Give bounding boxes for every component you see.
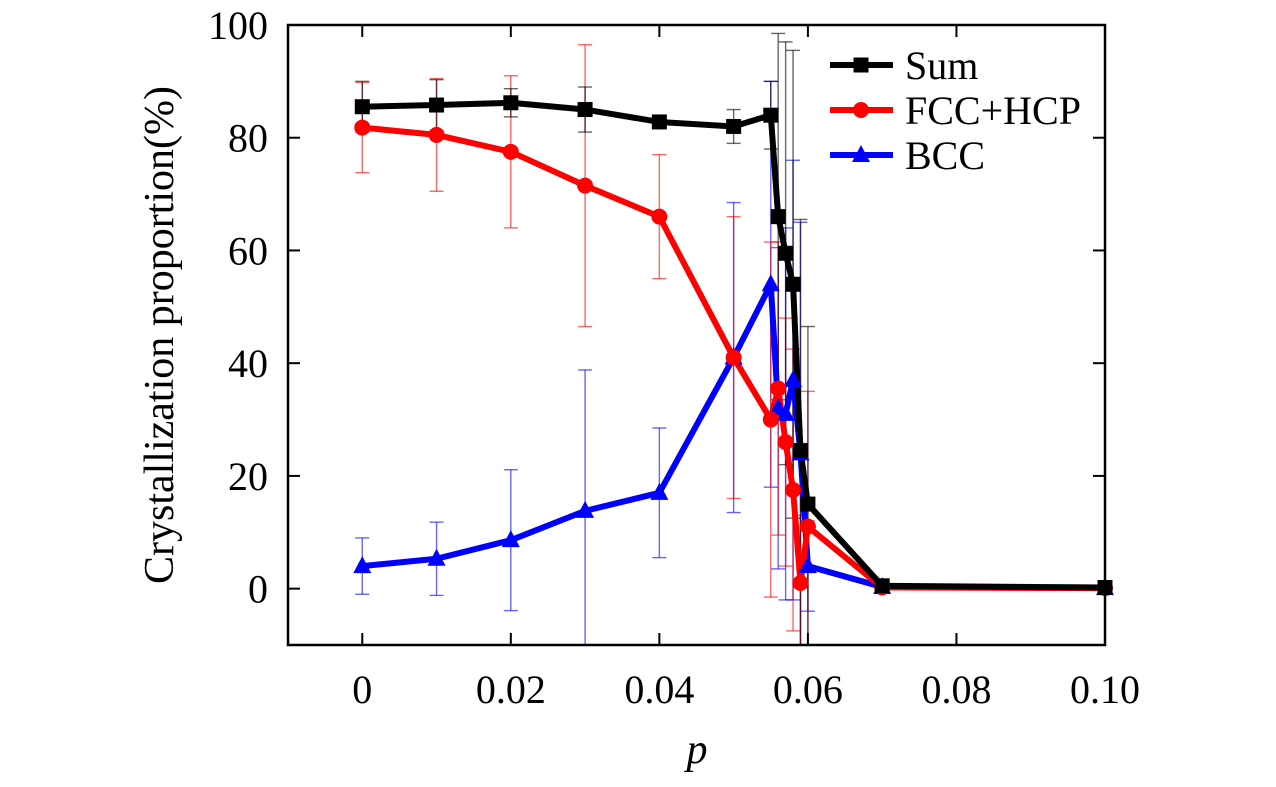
x-tick-label: 0.06 xyxy=(773,667,843,712)
sum-point xyxy=(429,97,445,113)
bcc-point xyxy=(798,556,817,574)
sum-point xyxy=(874,578,890,594)
sum-line xyxy=(359,99,1108,591)
fcc-hcp-point xyxy=(354,119,371,136)
legend-fcc-hcp-marker xyxy=(853,102,869,118)
sum-point xyxy=(577,102,593,118)
legend-sum-marker xyxy=(853,57,869,73)
x-tick-label: 0.10 xyxy=(1070,667,1140,712)
axis-ticks-layer xyxy=(288,24,1106,645)
sum-point xyxy=(763,107,779,123)
y-tick-label: 60 xyxy=(228,228,268,273)
bcc-point xyxy=(784,370,803,388)
legend-sum-label: Sum xyxy=(905,43,978,88)
y-tick-label: 100 xyxy=(208,3,268,48)
x-tick-label: 0.08 xyxy=(921,667,991,712)
fcc-hcp-point xyxy=(725,349,742,366)
x-axis-label: p xyxy=(684,727,708,773)
y-axis-label: Crystallization proportion(%) xyxy=(137,86,183,584)
fcc-hcp-point xyxy=(799,518,816,535)
fcc-hcp-line xyxy=(359,124,1108,592)
x-tick-label: 0 xyxy=(352,667,372,712)
bcc-point xyxy=(761,274,780,292)
bcc-point xyxy=(501,530,520,548)
fcc-hcp-point xyxy=(792,575,809,591)
fcc-hcp-point xyxy=(770,380,787,397)
bcc-point xyxy=(353,556,372,574)
sum-point xyxy=(770,209,786,225)
series-markers-layer xyxy=(353,95,1114,597)
fcc-hcp-point xyxy=(777,434,794,451)
fcc-hcp-point xyxy=(651,208,668,225)
fcc-hcp-point xyxy=(785,482,802,498)
sum-point xyxy=(354,99,370,115)
bcc-point xyxy=(776,403,795,421)
y-tick-label: 80 xyxy=(228,116,268,161)
sum-point xyxy=(726,118,742,134)
sum-point xyxy=(792,443,808,459)
legend-bcc-label: BCC xyxy=(905,133,985,178)
legend-fcc-hcp-label: FCC+HCP xyxy=(905,88,1081,133)
plot-frame xyxy=(286,23,1107,647)
sum-point xyxy=(503,95,519,111)
y-tick-label: 0 xyxy=(248,567,268,612)
fcc-hcp-point xyxy=(762,411,779,428)
tick-labels-layer: 0 0.02 0.04 0.06 0.08 0.10 0 20 40 60 80 100 xyxy=(208,3,1140,712)
y-tick-label: 20 xyxy=(228,454,268,499)
sum-point xyxy=(800,496,816,512)
fcc-hcp-point xyxy=(428,126,445,143)
bcc-point xyxy=(576,500,595,518)
sum-point xyxy=(651,114,667,130)
legend-bcc-marker xyxy=(852,145,870,162)
sum-point xyxy=(778,245,794,261)
bcc-point xyxy=(650,482,669,500)
bcc-point xyxy=(427,548,446,566)
series-lines-layer xyxy=(359,99,1108,592)
fcc-hcp-point xyxy=(577,177,594,194)
y-tick-label: 40 xyxy=(228,341,268,386)
fcc-hcp-point xyxy=(502,143,519,160)
x-tick-label: 0.04 xyxy=(624,667,694,712)
x-tick-label: 0.02 xyxy=(476,667,546,712)
sum-point xyxy=(785,276,801,292)
